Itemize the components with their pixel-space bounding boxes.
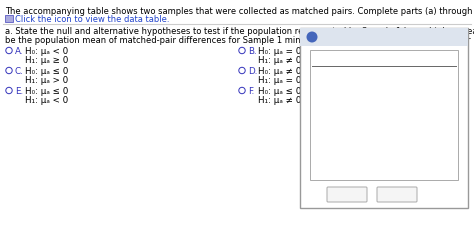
Text: 9: 9 <box>401 160 407 169</box>
Text: H₀: μₐ ≤ 0: H₀: μₐ ≤ 0 <box>258 87 301 96</box>
Text: The accompanying table shows two samples that were collected as matched pairs. C: The accompanying table shows two samples… <box>5 7 474 16</box>
Text: H₁: μₐ < 0: H₁: μₐ < 0 <box>25 96 68 105</box>
Text: 5: 5 <box>401 124 407 133</box>
FancyBboxPatch shape <box>327 187 367 202</box>
Text: Pair: Pair <box>318 63 337 72</box>
Text: Data Table: Data Table <box>321 32 373 41</box>
Bar <box>300 28 468 46</box>
Text: 1: 1 <box>318 68 324 77</box>
Circle shape <box>307 32 318 43</box>
Text: H₀: μₐ < 0: H₀: μₐ < 0 <box>25 47 68 56</box>
Text: A.: A. <box>15 47 24 56</box>
Text: H₁: μₐ = 0: H₁: μₐ = 0 <box>258 76 301 85</box>
Text: 6: 6 <box>318 160 324 169</box>
Text: 7: 7 <box>355 68 361 77</box>
Text: 2: 2 <box>318 86 324 95</box>
Text: 8: 8 <box>355 160 361 169</box>
FancyBboxPatch shape <box>377 187 417 202</box>
Text: H₁: μₐ ≠ 0: H₁: μₐ ≠ 0 <box>258 96 301 105</box>
Text: ×: × <box>457 32 466 41</box>
Text: D.: D. <box>248 67 257 76</box>
Text: be the population mean of matched-pair differences for Sample 1 minus Sample 2. : be the population mean of matched-pair d… <box>5 36 474 45</box>
Bar <box>5 15 13 22</box>
Text: E.: E. <box>15 87 23 96</box>
Text: Print: Print <box>337 190 357 199</box>
Text: 1: 1 <box>401 86 407 95</box>
Text: H₀: μₐ ≤ 0: H₀: μₐ ≤ 0 <box>25 87 68 96</box>
Bar <box>300 28 468 208</box>
Text: C.: C. <box>15 67 24 76</box>
Text: Click the icon to view the data table.: Click the icon to view the data table. <box>15 15 170 24</box>
Text: Sample 2: Sample 2 <box>398 63 444 72</box>
Text: H₀: μₐ ≠ 0: H₀: μₐ ≠ 0 <box>258 67 301 76</box>
Text: 3: 3 <box>318 105 324 114</box>
Text: 9: 9 <box>355 105 361 114</box>
Text: 7: 7 <box>401 105 407 114</box>
Text: H₀: μₐ = 0: H₀: μₐ = 0 <box>258 47 301 56</box>
Text: H₁: μₐ ≥ 0: H₁: μₐ ≥ 0 <box>25 56 68 65</box>
Text: 1: 1 <box>401 142 407 151</box>
Text: 4: 4 <box>318 124 324 133</box>
Text: Sample 1: Sample 1 <box>352 63 398 72</box>
Bar <box>310 50 458 180</box>
Text: H₀: μₐ ≤ 0: H₀: μₐ ≤ 0 <box>25 67 68 76</box>
Text: 5: 5 <box>355 86 361 95</box>
Text: a. State the null and alternative hypotheses to test if the population represent: a. State the null and alternative hypoth… <box>5 27 474 36</box>
Text: F.: F. <box>248 87 254 96</box>
Text: i: i <box>310 34 314 43</box>
Text: H₁: μₐ ≠ 0: H₁: μₐ ≠ 0 <box>258 56 301 65</box>
Text: B.: B. <box>248 47 256 56</box>
Text: ▣: ▣ <box>446 52 455 62</box>
Text: 6: 6 <box>355 142 361 151</box>
Text: 6: 6 <box>355 124 361 133</box>
Text: 5: 5 <box>318 142 324 151</box>
Text: 5: 5 <box>401 68 407 77</box>
Text: H₁: μₐ > 0: H₁: μₐ > 0 <box>25 76 68 85</box>
Text: Done: Done <box>385 190 409 199</box>
Text: —: — <box>446 32 455 40</box>
